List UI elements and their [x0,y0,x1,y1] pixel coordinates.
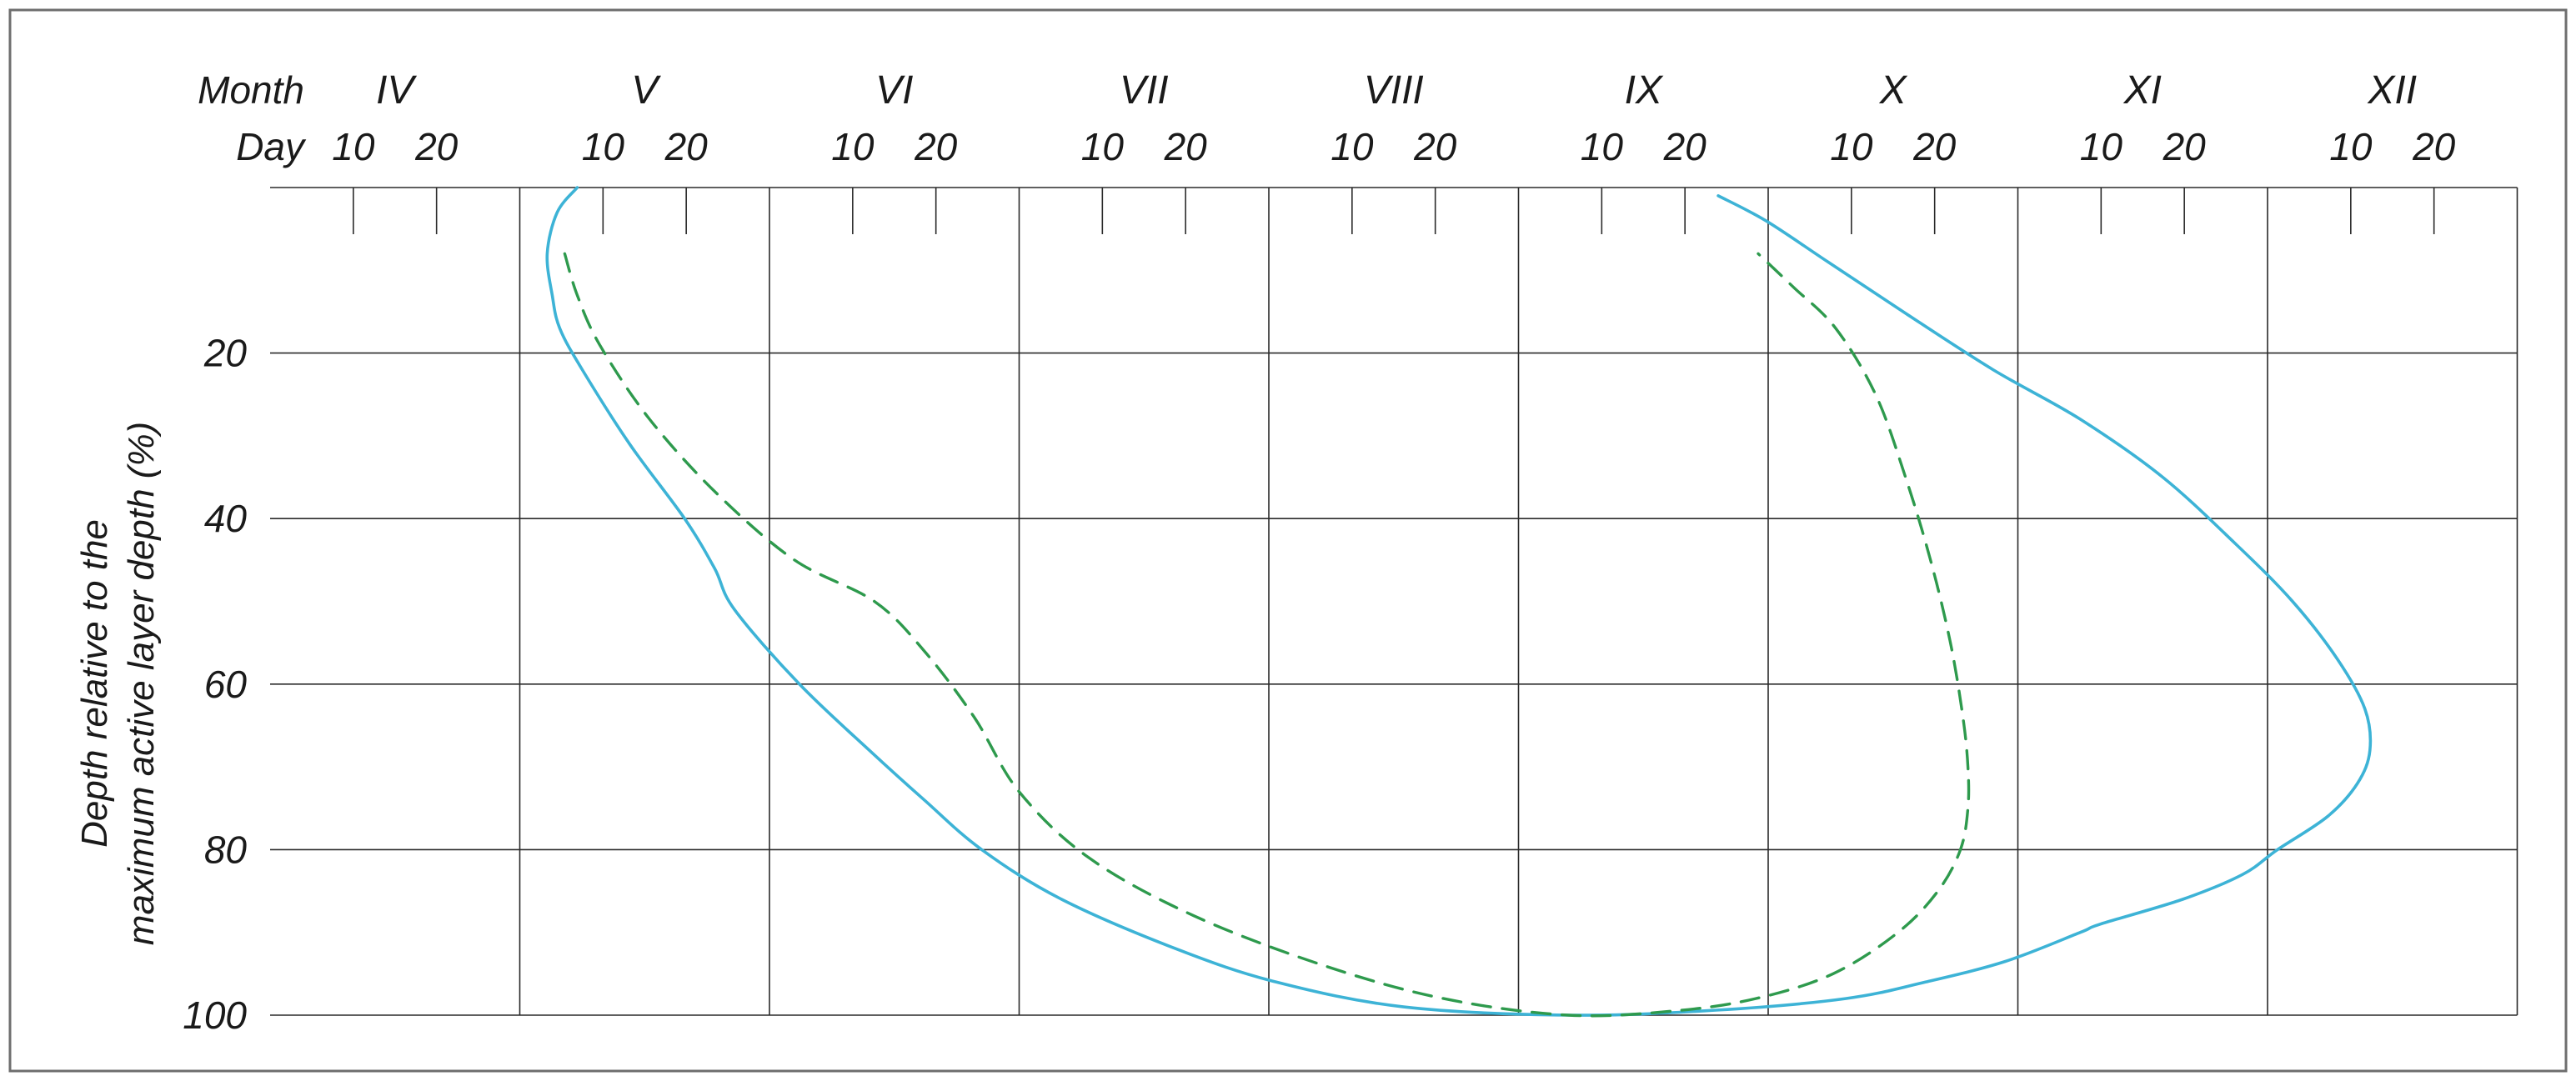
y-tick-label: 80 [204,828,248,871]
series-line-solid [545,186,2373,1017]
day-tick-label: 20 [414,125,459,168]
month-label: VII [1120,68,1169,113]
month-label: X [1879,68,1908,113]
day-tick-label: 10 [2329,125,2373,168]
day-tick-label: 20 [2163,125,2207,168]
day-tick-label: 20 [2412,125,2456,168]
day-tick-label: 20 [1164,125,1208,168]
day-tick-label: 10 [2080,125,2123,168]
day-tick-label: 10 [1331,125,1374,168]
day-tick-label: 20 [1413,125,1457,168]
labels: Month Day Depth relative to the maximum … [74,68,2456,1037]
day-row-label: Day [236,125,307,168]
month-label: V [631,68,661,113]
day-tick-label: 20 [914,125,958,168]
y-tick-label: 100 [183,993,247,1037]
y-axis-label-line1: Depth relative to the [74,519,115,848]
y-axis-label-line2: maximum active layer depth (%) [121,422,162,945]
y-tick-label: 20 [203,332,248,375]
y-tick-label: 40 [204,497,248,540]
month-label: IX [1625,68,1664,113]
month-label: XII [2367,68,2417,113]
day-tick-label: 10 [1081,125,1125,168]
day-tick-label: 20 [1912,125,1957,168]
day-tick-label: 10 [831,125,875,168]
month-row-label: Month [198,68,304,112]
frame-border [8,8,2568,1073]
day-tick-label: 10 [582,125,625,168]
y-tick-label: 60 [204,663,248,706]
day-tick-label: 20 [664,125,709,168]
month-label: IV [376,68,417,113]
day-tick-label: 20 [1663,125,1707,168]
day-ticks [353,188,2435,234]
month-label: XI [2123,68,2162,113]
day-tick-label: 10 [332,125,375,168]
month-label: VI [875,68,913,113]
series-layer [545,186,2373,1018]
month-label: VIII [1364,68,1424,113]
grid [270,187,2518,1016]
series-line-dashed [563,252,1971,1018]
day-tick-label: 10 [1581,125,1624,168]
day-tick-label: 10 [1830,125,1873,168]
